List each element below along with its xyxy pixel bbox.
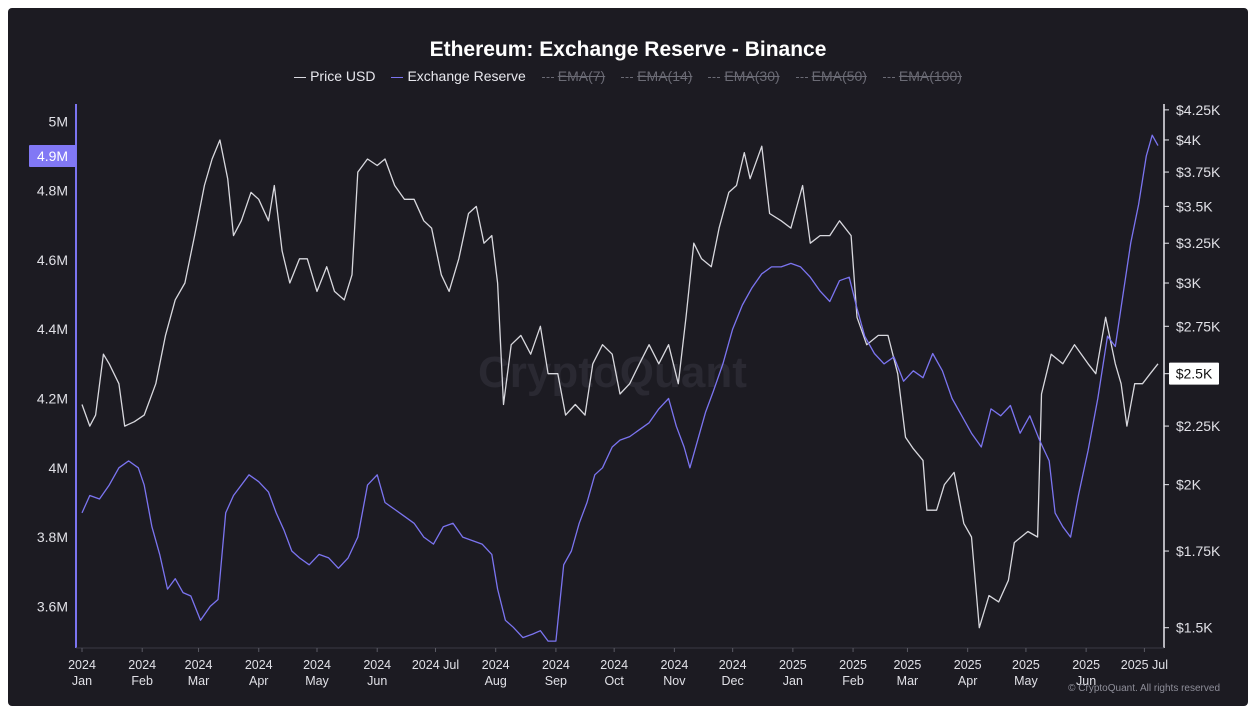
y-right-tick-label: $2K [1176, 477, 1202, 493]
legend-swatch [621, 76, 634, 78]
legend-swatch [795, 76, 808, 78]
x-tick-label: 2025 [894, 658, 922, 672]
legend-item[interactable]: EMA(100) [882, 68, 962, 84]
y-right-tick-label: $4K [1176, 132, 1202, 148]
y-right-tick-label: $1.75K [1176, 543, 1221, 559]
legend-label: EMA(7) [557, 68, 606, 84]
x-tick-sublabel: Feb [131, 674, 153, 688]
y-left-tick-label: 4.2M [37, 391, 68, 407]
y-right-tick-label: $3.25K [1176, 235, 1221, 251]
legend: Price USD Exchange Reserve EMA(7) EMA(14) EM… [8, 68, 1248, 84]
x-tick-sublabel: Dec [722, 674, 744, 688]
legend-swatch [708, 76, 721, 78]
x-tick-label: 2024 [660, 658, 688, 672]
series-line-price-usd [81, 139, 1159, 629]
x-tick-label: 2024 Jul [412, 658, 459, 672]
x-tick-sublabel: Feb [842, 674, 864, 688]
legend-label: EMA(100) [898, 68, 962, 84]
y-left-tick-label: 4.8M [37, 183, 68, 199]
x-tick-sublabel: Oct [604, 674, 624, 688]
y-left-tick-label: 4.4M [37, 321, 68, 337]
legend-swatch [294, 76, 307, 78]
legend-label: Exchange Reserve [407, 68, 526, 84]
x-tick-sublabel: Jan [72, 674, 92, 688]
y-right-tick-label: $3K [1176, 275, 1202, 291]
legend-swatch [391, 76, 404, 78]
y-right-tick-label: $4.25K [1176, 102, 1221, 118]
x-tick-label: 2025 [1072, 658, 1100, 672]
right-value-badge [1169, 362, 1219, 385]
x-tick-sublabel: Sep [545, 674, 567, 688]
legend-label: EMA(50) [811, 68, 867, 84]
x-tick-sublabel: Jun [367, 674, 387, 688]
copyright-text: © CryptoQuant. All rights reserved [1068, 683, 1220, 694]
x-tick-sublabel: Jun [1076, 674, 1096, 688]
x-tick-label: 2024 [185, 658, 213, 672]
x-tick-label: 2024 [363, 658, 391, 672]
y-right-tick-label: $3.5K [1176, 198, 1213, 214]
x-tick-label: 2025 [839, 658, 867, 672]
legend-item[interactable]: EMA(30) [708, 68, 780, 84]
x-tick-label: 2025 Jul [1121, 658, 1168, 672]
y-right-tick-label: $3.75K [1176, 164, 1221, 180]
x-tick-sublabel: Nov [663, 674, 686, 688]
x-tick-label: 2024 [128, 658, 156, 672]
y-left-tick-label: 4.6M [37, 252, 68, 268]
x-tick-label: 2024 [542, 658, 570, 672]
legend-label: EMA(14) [637, 68, 693, 84]
y-right-tick-label: $1.5K [1176, 620, 1213, 636]
y-left-tick-label: 3.8M [37, 529, 68, 545]
legend-item[interactable]: EMA(50) [795, 68, 867, 84]
series-line-exchange-reserve [81, 134, 1159, 642]
legend-item[interactable]: Price USD [294, 68, 375, 84]
x-tick-sublabel: Mar [897, 674, 919, 688]
x-tick-sublabel: Apr [249, 674, 268, 688]
x-tick-label: 2024 [245, 658, 273, 672]
chart-title: Ethereum: Exchange Reserve - Binance [429, 38, 827, 61]
left-value-badge [29, 144, 76, 167]
legend-label: EMA(30) [724, 68, 780, 84]
y-right-tick-label: $2.75K [1176, 318, 1221, 334]
legend-item[interactable]: EMA(7) [541, 68, 606, 84]
x-tick-sublabel: Mar [188, 674, 210, 688]
left-value-badge-text: 4.9M [37, 148, 68, 164]
x-tick-label: 2025 [1012, 658, 1040, 672]
x-tick-label: 2024 [600, 658, 628, 672]
x-tick-label: 2024 [68, 658, 96, 672]
x-tick-sublabel: Apr [958, 674, 977, 688]
legend-item[interactable]: EMA(14) [621, 68, 692, 84]
x-tick-sublabel: Jan [783, 674, 803, 688]
x-tick-label: 2025 [954, 658, 982, 672]
legend-item[interactable]: Exchange Reserve [391, 68, 526, 84]
chart-frame: CryptoQuant 3.6M 3.8M 4M 4.2M 4.4M 4.6M 4.8M 5M… [8, 8, 1248, 706]
y-left-tick-label: 3.6M [37, 598, 68, 614]
x-tick-sublabel: May [305, 674, 329, 688]
x-tick-sublabel: Aug [485, 674, 507, 688]
y-left-tick-label: 4M [49, 460, 68, 476]
y-left-tick-label: 5M [49, 113, 68, 129]
legend-swatch [882, 76, 895, 78]
y-right-tick-label: $2.25K [1176, 418, 1221, 434]
chart-svg: 3.6M 3.8M 4M 4.2M 4.4M 4.6M 4.8M 5M $1.5K $1.75K $… [29, 102, 1221, 688]
x-tick-label: 2024 [719, 658, 747, 672]
x-tick-label: 2024 [303, 658, 331, 672]
legend-swatch [541, 76, 554, 78]
legend-label: Price USD [310, 68, 376, 84]
x-tick-sublabel: May [1014, 674, 1038, 688]
right-value-badge-text: $2.5K [1176, 366, 1213, 382]
x-tick-label: 2024 [482, 658, 510, 672]
x-tick-label: 2025 [779, 658, 807, 672]
